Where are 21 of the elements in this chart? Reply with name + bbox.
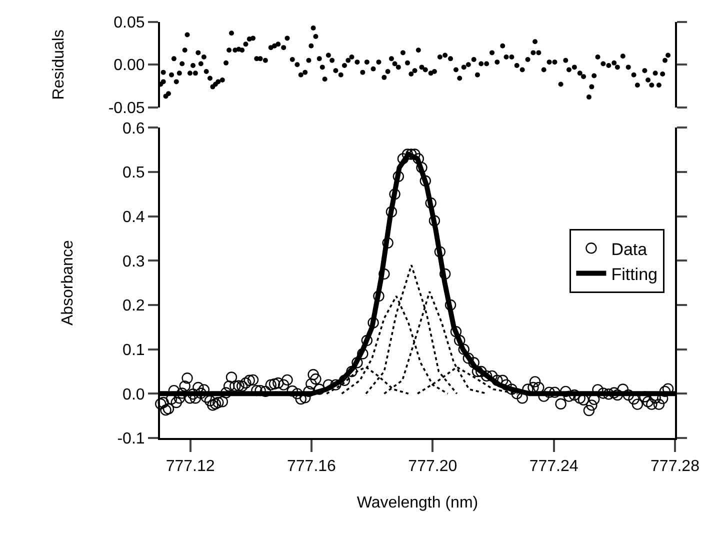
x-tick-label: 777.28 bbox=[650, 458, 700, 476]
x-tick-label: 777.12 bbox=[166, 458, 215, 476]
y-tick-label: -0.05 bbox=[108, 100, 145, 117]
y-tick-label: 0.05 bbox=[114, 14, 145, 32]
y-tick-label: 0.5 bbox=[122, 164, 145, 182]
x-tick-label: 777.24 bbox=[529, 458, 578, 476]
y-tick-label: 0.1 bbox=[122, 342, 145, 359]
legend-label: Data bbox=[611, 240, 648, 259]
x-tick-label: 777.20 bbox=[408, 458, 458, 476]
y-tick-label: 0.0 bbox=[122, 386, 145, 404]
y-tick-label: 0.2 bbox=[122, 298, 145, 315]
y-tick-label: 0.3 bbox=[122, 253, 145, 270]
y-tick-label: 0.00 bbox=[114, 57, 145, 74]
y-axis-title: Residuals bbox=[50, 30, 68, 100]
x-axis-title: Wavelength (nm) bbox=[356, 494, 478, 512]
y-tick-label: 0.6 bbox=[122, 120, 145, 138]
legend-label: Fitting bbox=[611, 264, 658, 284]
x-tick-label: 777.16 bbox=[287, 458, 336, 476]
y-tick-label: 0.4 bbox=[122, 208, 145, 226]
y-axis-title: Absorbance bbox=[60, 240, 77, 326]
y-tick-label: -0.1 bbox=[117, 430, 145, 448]
